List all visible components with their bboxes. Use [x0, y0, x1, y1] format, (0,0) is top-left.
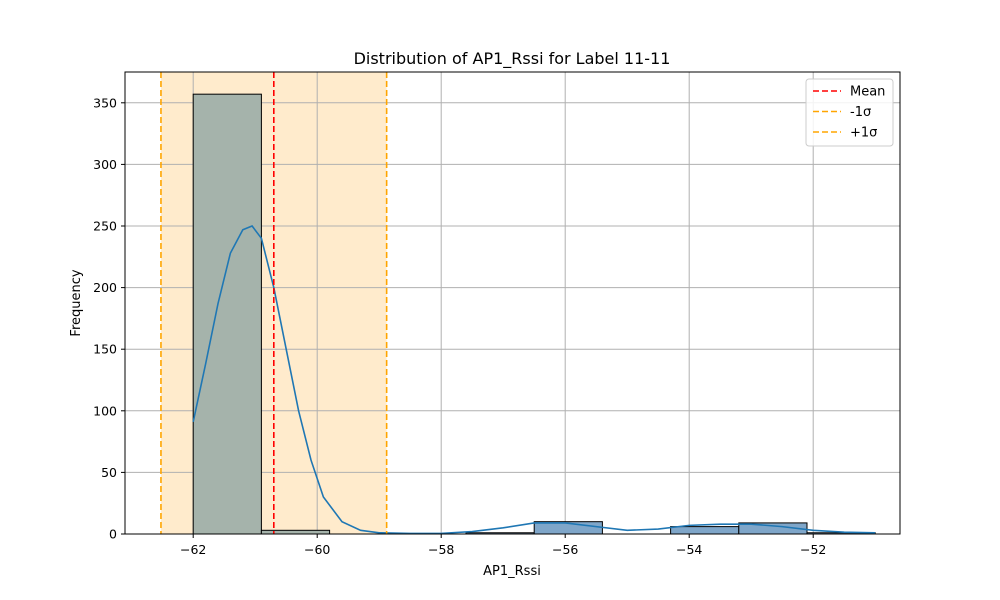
y-tick-label: 200	[93, 280, 117, 295]
legend-box	[805, 78, 894, 147]
histogram-bar	[670, 526, 740, 535]
legend-label: +1σ	[850, 126, 877, 141]
y-tick-label: 0	[109, 527, 117, 542]
legend: Mean -1σ +1σ	[805, 78, 894, 147]
y-tick-label: 100	[93, 403, 117, 418]
legend-label: Mean	[850, 85, 885, 100]
plot-area: −62 −60 −58 −56 −54 −52 0 50 100 150 200 250 300 350 M…	[93, 71, 901, 557]
chart-title: Distribution of AP1_Rssi for Label 11-11	[354, 49, 671, 69]
x-tick-label: −58	[428, 542, 454, 557]
y-tick-label: 300	[93, 157, 117, 172]
x-tick-label: −52	[800, 542, 826, 557]
legend-label: -1σ	[850, 105, 871, 120]
y-tick-label: 50	[101, 465, 117, 480]
histogram-bar	[260, 529, 331, 535]
x-tick-label: −60	[304, 542, 330, 557]
y-tick-label: 350	[93, 95, 117, 110]
y-tick-label: 250	[93, 219, 117, 234]
x-axis-label: AP1_Rssi	[483, 564, 541, 579]
y-tick-label: 150	[93, 342, 117, 357]
y-axis-label: Frequency	[69, 269, 84, 336]
plot-frame	[124, 71, 901, 535]
histogram-bar	[192, 93, 262, 535]
kde-curve	[192, 225, 876, 535]
x-tick-label: −54	[676, 542, 702, 557]
x-tick-label: −56	[552, 542, 578, 557]
x-tick-label: −62	[180, 542, 206, 557]
